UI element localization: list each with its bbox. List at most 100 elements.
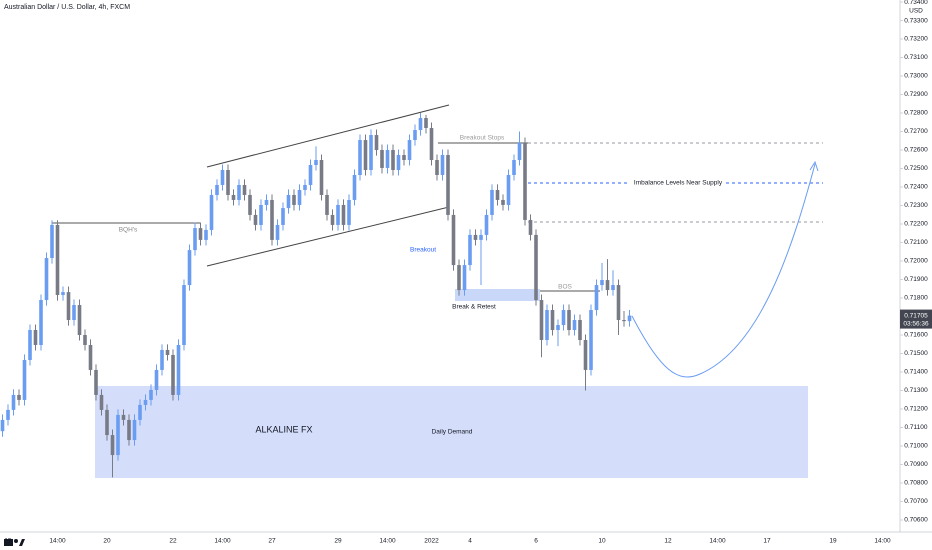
- candle-body: [187, 250, 192, 286]
- candle-body: [440, 155, 445, 175]
- candle-body: [44, 258, 49, 301]
- candle-body: [138, 404, 142, 420]
- candle-body: [165, 349, 170, 355]
- candle-body: [424, 118, 428, 129]
- x-tick-label: 27: [268, 538, 276, 545]
- y-tick-label: 0.71500: [904, 350, 928, 357]
- y-tick-label: 0.72200: [904, 221, 928, 228]
- bqh-label: BQH's: [119, 227, 138, 234]
- candle-body: [66, 292, 71, 321]
- candle-body: [209, 194, 214, 230]
- candle-body: [231, 194, 236, 200]
- candle-body: [611, 285, 615, 291]
- y-tick-label: 0.73100: [904, 54, 928, 61]
- candle-body: [132, 419, 137, 441]
- logo: [4, 539, 25, 546]
- candle-body: [622, 320, 626, 322]
- x-tick-label: 22: [169, 538, 177, 545]
- y-tick-label: 0.70900: [904, 461, 928, 468]
- candle-body: [396, 155, 401, 170]
- candle-body: [407, 140, 412, 161]
- x-tick-label: 10: [598, 538, 606, 545]
- chart-title: Australian Dollar / U.S. Dollar, 4h, FXC…: [4, 4, 130, 11]
- x-tick-label: 14:00: [214, 538, 231, 545]
- candle-body: [0, 419, 5, 432]
- x-tick-label: 29: [334, 538, 342, 545]
- last-price-box: [900, 309, 932, 329]
- time-axis: 1514:00202214:00272914:00202246101214:00…: [4, 538, 891, 545]
- candle-body: [297, 189, 302, 205]
- currency-label: USD: [909, 8, 923, 15]
- demand-zone: [95, 386, 808, 478]
- candle-body: [110, 435, 115, 456]
- candle-body: [550, 310, 555, 331]
- candle-body: [83, 334, 87, 345]
- y-tick-label: 0.71600: [904, 332, 928, 339]
- candle-body: [264, 199, 269, 205]
- candle-body: [594, 285, 599, 311]
- breakout-label: Breakout: [410, 247, 436, 254]
- candle-body: [319, 160, 324, 195]
- y-tick-label: 0.73300: [904, 17, 928, 24]
- candle-body: [61, 292, 65, 296]
- candle-body: [473, 234, 478, 240]
- candle-body: [149, 389, 153, 400]
- imbalance-label-bg: [630, 178, 726, 188]
- candle-body: [374, 135, 379, 151]
- candle-body: [358, 140, 362, 175]
- y-tick-label: 0.72000: [904, 258, 928, 265]
- candle-body: [495, 189, 500, 200]
- candle-body: [193, 228, 197, 251]
- y-tick-label: 0.71200: [904, 406, 928, 413]
- y-tick-label: 0.71800: [904, 295, 928, 302]
- candle-body: [534, 234, 538, 301]
- candle-body: [72, 305, 76, 321]
- y-tick-label: 0.73200: [904, 36, 928, 43]
- candle-body: [77, 305, 82, 335]
- brand-label: ALKALINE FX: [255, 424, 312, 434]
- retest-label: Break & Retest: [452, 304, 496, 311]
- candle-body: [292, 194, 296, 205]
- x-tick-label: 14:00: [379, 538, 396, 545]
- candle-body: [259, 204, 263, 225]
- candle-body: [567, 310, 571, 331]
- countdown-label: 03:56:36: [903, 320, 929, 327]
- candle-body: [22, 359, 27, 400]
- candle-body: [369, 135, 373, 170]
- candle-body: [627, 315, 632, 322]
- candle-body: [561, 310, 566, 326]
- candle-body: [429, 128, 434, 161]
- candle-body: [451, 214, 456, 266]
- channel-lower: [206, 206, 450, 267]
- candle-body: [94, 369, 98, 395]
- candle-body: [314, 160, 318, 166]
- candle-body: [583, 339, 588, 370]
- x-tick-label: 4: [468, 538, 472, 545]
- candle-body: [468, 234, 472, 266]
- candle-body: [446, 155, 450, 215]
- candles: [0, 113, 632, 478]
- candle-body: [248, 194, 252, 215]
- candle-body: [105, 409, 109, 436]
- candle-body: [435, 160, 439, 175]
- candle-body: [523, 142, 527, 220]
- y-tick-label: 0.71400: [904, 369, 928, 376]
- y-tick-label: 0.71900: [904, 276, 928, 283]
- y-tick-label: 0.72700: [904, 128, 928, 135]
- candle-body: [462, 265, 467, 291]
- x-tick-label: 14:00: [49, 538, 66, 545]
- candle-body: [220, 169, 225, 185]
- imbalance-label: Imbalance Levels Near Supply: [634, 180, 723, 187]
- y-tick-label: 0.71000: [904, 443, 928, 450]
- last-price-label: 0.71705: [904, 312, 928, 319]
- y-tick-label: 0.71300: [904, 387, 928, 394]
- candle-body: [286, 194, 291, 209]
- candle-body: [616, 285, 621, 321]
- x-tick-label: 6: [534, 538, 538, 545]
- candle-body: [418, 118, 423, 131]
- price-axis: 0.70600 0.70700 0.70800 0.70900 0.71000 0.711…: [900, 0, 928, 524]
- x-tick-label: 14:00: [709, 538, 726, 545]
- candle-body: [512, 160, 516, 175]
- candle-body: [589, 310, 593, 370]
